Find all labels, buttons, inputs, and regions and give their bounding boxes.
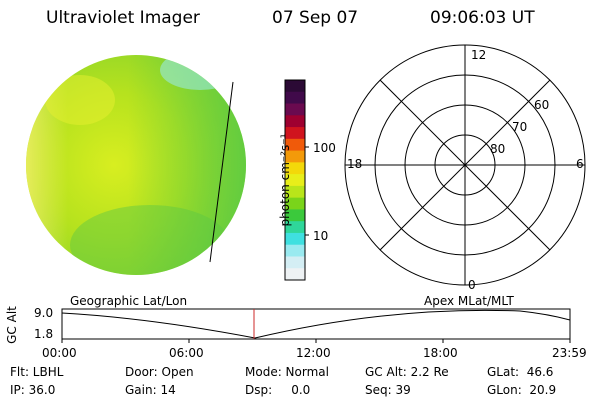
polar-lat-80-label: 80: [490, 142, 506, 156]
time-tick-2: 12:00: [296, 346, 331, 360]
time-tick-3: 18:00: [423, 346, 458, 360]
colorbar-segment: [285, 268, 305, 281]
time-tick-1: 06:00: [169, 346, 204, 360]
colorbar-segment: [285, 127, 305, 140]
polar-plot: [344, 44, 586, 286]
date-label: 07 Sep 07: [272, 8, 359, 28]
glon-info: GLon: 20.9: [487, 383, 557, 397]
geographic-label: Geographic Lat/Lon: [70, 294, 188, 308]
colorbar-segment: [285, 232, 305, 246]
colorbar-segment: [285, 80, 305, 93]
uv-image-disk: [26, 55, 246, 275]
polar-mlt-12-label: 12: [471, 48, 487, 62]
gain-info: Gain: 14: [125, 383, 176, 397]
colorbar: [285, 80, 305, 281]
colorbar-segment: [285, 221, 305, 234]
colorbar-unit-label: photon cm⁻²s⁻¹: [278, 133, 292, 227]
colorbar-segment: [285, 185, 305, 199]
colorbar-segment: [285, 103, 305, 116]
door-info: Door: Open: [125, 365, 194, 379]
polar-mlt-6-label: 6: [576, 157, 584, 171]
polar-diagonal-2: [379, 79, 551, 251]
altitude-timeline: [61, 308, 571, 343]
seq-info: Seq: 39: [365, 383, 411, 397]
time-tick-4: 23:59: [552, 346, 587, 360]
gc-alt-tick-low: 1.8: [34, 327, 54, 341]
polar-mlt-0-label: 0: [468, 278, 476, 292]
time-tick-0: 00:00: [42, 346, 77, 360]
gc-alt-axis-label: GC Alt: [5, 306, 19, 344]
colorbar-frame: [284, 79, 306, 281]
colorbar-label-100: 100: [313, 141, 336, 155]
colorbar-segment: [285, 244, 305, 257]
colorbar-segment: [285, 162, 305, 175]
colorbar-segment: [285, 174, 305, 187]
altitude-curve: [61, 309, 571, 339]
colorbar-segment: [285, 209, 305, 222]
time-label: 09:06:03 UT: [430, 8, 535, 28]
mode-info: Mode: Normal: [245, 365, 329, 379]
colorbar-segment: [285, 197, 305, 210]
polar-lat-70-label: 70: [512, 120, 528, 134]
polar-lat-60-label: 60: [534, 98, 550, 112]
colorbar-segment: [285, 91, 305, 105]
colorbar-segment: [285, 115, 305, 128]
ip-info: IP: 36.0: [10, 383, 56, 397]
colorbar-segment: [285, 138, 305, 152]
gc-alt-info: GC Alt: 2.2 Re: [365, 365, 449, 379]
timeline-frame: [61, 308, 571, 340]
instrument-title: Ultraviolet Imager: [46, 8, 200, 28]
apex-label: Apex MLat/MLT: [424, 294, 514, 308]
colorbar-segment: [285, 150, 305, 163]
gc-alt-tick-high: 9.0: [34, 306, 54, 320]
polar-mlt-18-label: 18: [347, 157, 363, 171]
glat-info: GLat: 46.6: [487, 365, 554, 379]
dsp-info: Dsp: 0.0: [245, 383, 311, 397]
colorbar-label-10: 10: [313, 229, 329, 243]
filter-info: Flt: LBHL: [10, 365, 64, 379]
colorbar-segment: [285, 256, 305, 269]
